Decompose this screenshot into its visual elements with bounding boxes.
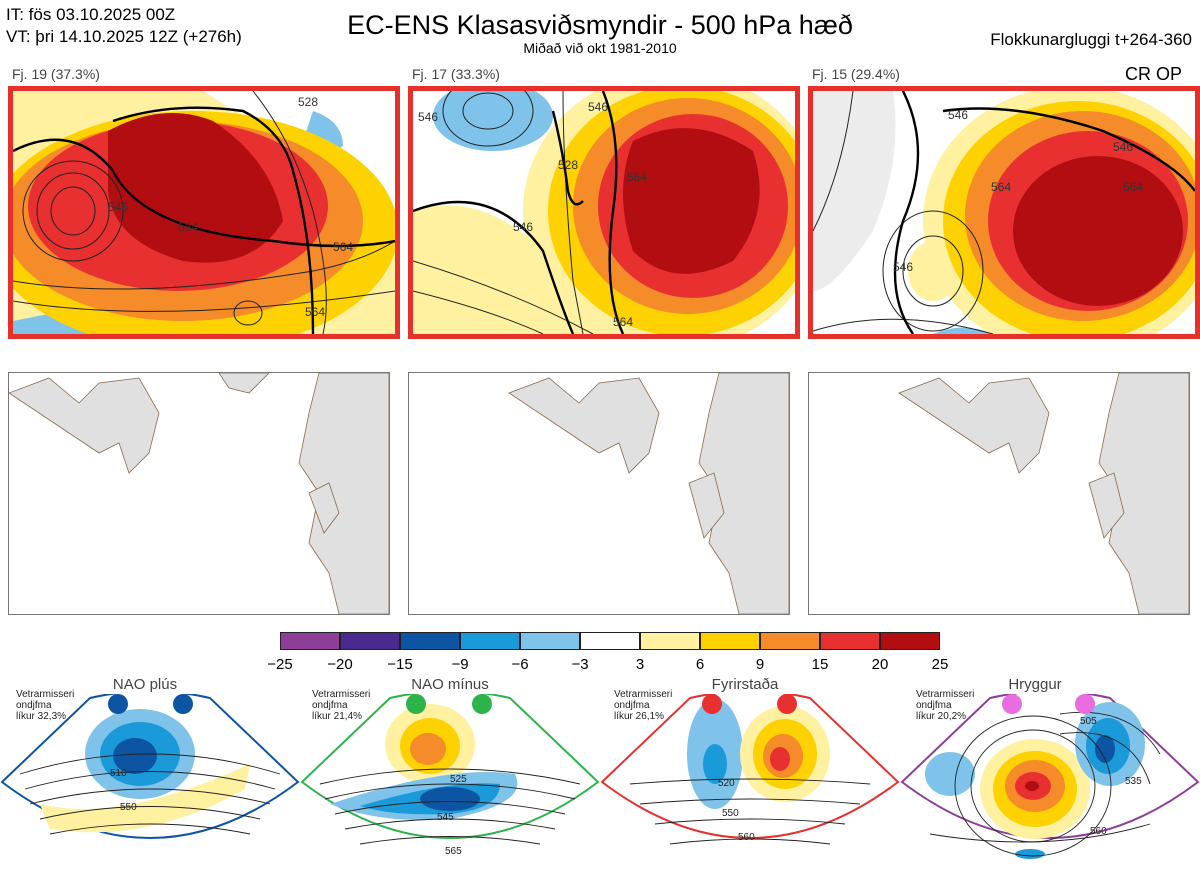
contour-label: 546 [893,260,913,274]
colorbar-cell [880,632,940,650]
colorbar-tick: −25 [267,656,293,673]
header-info: IT: fös 03.10.2025 00Z VT: þri 14.10.202… [6,4,242,48]
regime-title: Hryggur [1008,676,1062,693]
colorbar-tick: 25 [931,656,949,673]
colorbar-tick: 6 [695,656,705,673]
colorbar-cell [820,632,880,650]
colorbar-tick: 3 [635,656,645,673]
page-title: EC-ENS Klasasviðsmyndir - 500 hPa hæð [347,10,853,40]
regime-marker [1075,694,1095,714]
contour-label: 564 [1123,180,1143,194]
regime-contour-label: 550 [120,802,137,813]
contour-label: 564 [991,180,1011,194]
regime-title: NAO plús [112,676,178,693]
contour-label: 546 [108,200,128,214]
colorbar-cell [460,632,520,650]
regime-contour-label: 560 [738,832,755,843]
colorbar-cell [580,632,640,650]
regime-contour-label: 560 [1090,826,1107,837]
colorbar-tick: 9 [755,656,765,673]
colorbar-cell [760,632,820,650]
regime-ridge: Hryggur Vetrarmisseri ondjfma líkur 20,2… [900,676,1200,871]
cluster-3-label: Fj. 15 (29.4%) [812,66,900,82]
regime-contour-label: 510 [110,768,127,779]
regime-marker [702,694,722,714]
page-subtitle: Miðað við okt 1981-2010 [523,40,677,56]
cluster-3-map: 546 546 564 564 546 [808,86,1200,339]
regime-marker [406,694,426,714]
regime-marker [108,694,128,714]
contour-label: 564 [333,240,353,254]
regime-marker [777,694,797,714]
colorbar-cell [700,632,760,650]
regime-marker [472,694,492,714]
regime-info: Vetrarmisseri ondjfma líkur 21,4% [312,689,371,722]
colorbar-tick: −3 [571,656,589,673]
cluster-1-map: 546 564 528 564 564 [8,86,400,339]
regime-info: Vetrarmisseri ondjfma líkur 32,3% [16,689,75,722]
regime-info: Vetrarmisseri ondjfma líkur 26,1% [614,689,673,722]
colorbar-cell [340,632,400,650]
regime-blocking: Fyrirstaða Vetrarmisseri ondjfma líkur 2… [600,676,900,871]
regime-contour-label: 550 [722,808,739,819]
regime-contour-label: 525 [450,774,467,785]
contour-label: 546 [418,110,438,124]
crop-label: CR OP [1125,64,1183,84]
colorbar-tick: 20 [871,656,889,673]
contour-label: 564 [178,220,198,234]
cluster-2-label: Fj. 17 (33.3%) [412,66,500,82]
colorbar-tick: −9 [451,656,469,673]
empty-map-1 [8,372,390,615]
initial-time: IT: fös 03.10.2025 00Z [6,5,176,24]
contour-label: 528 [558,158,578,172]
colorbar-tick: −20 [327,656,353,673]
regime-title: NAO mínus [411,676,489,693]
empty-map-2 [408,372,790,615]
colorbar-cell [280,632,340,650]
regime-marker [1002,694,1022,714]
empty-map-3 [808,372,1190,615]
colorbar-cell [520,632,580,650]
classification-window: Flokkunargluggi t+264-360 [990,30,1192,49]
colorbar-tick: −6 [511,656,529,673]
regime-marker [173,694,193,714]
regime-nao-plus: NAO plús Vetrarmisseri ondjfma líkur 32,… [0,676,300,871]
contour-label: 564 [627,170,647,184]
contour-label: 546 [513,220,533,234]
contour-label: 546 [948,108,968,122]
regime-contour-label: 520 [718,778,735,789]
colorbar-tick: −15 [387,656,413,673]
regime-nao-minus: NAO mínus Vetrarmisseri ondjfma líkur 21… [300,676,600,871]
regime-contour-label: 505 [1080,716,1097,727]
regime-title: Fyrirstaða [711,676,779,693]
contour-label: 546 [588,100,608,114]
regime-contour-label: 535 [1125,776,1142,787]
cluster-1-label: Fj. 19 (37.3%) [12,66,100,82]
contour-label: 564 [613,315,633,329]
cluster-2-map: 546 528 546 564 564 546 [408,86,800,339]
contour-label: 546 [1113,140,1133,154]
colorbar-tick: 15 [811,656,829,673]
regime-info: Vetrarmisseri ondjfma líkur 20,2% [916,689,975,722]
contour-label: 528 [298,95,318,109]
regime-contour-label: 565 [445,846,462,857]
valid-time: VT: þri 14.10.2025 12Z (+276h) [6,27,242,46]
colorbar-cell [400,632,460,650]
contour-label: 564 [305,305,325,319]
regime-contour-label: 545 [437,812,454,823]
colorbar-cell [640,632,700,650]
